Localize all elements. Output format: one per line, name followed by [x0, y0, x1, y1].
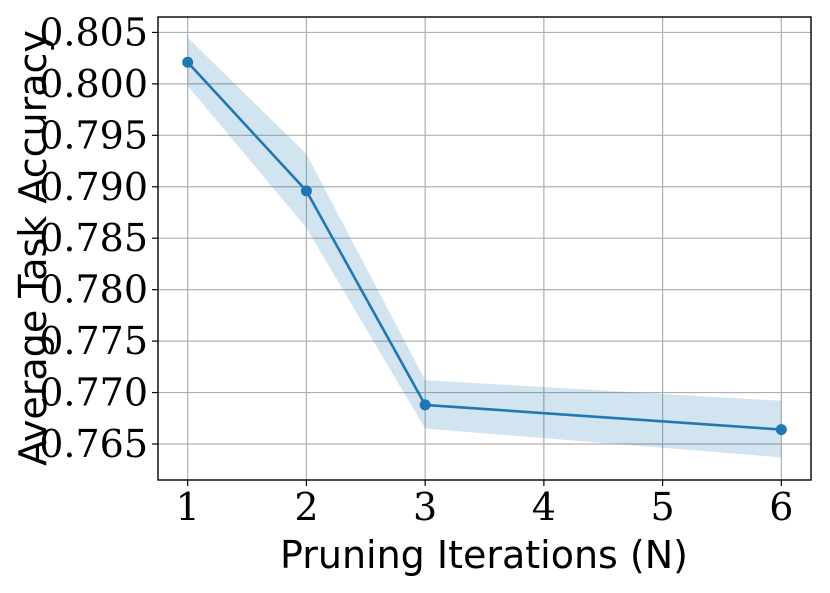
x-tick-label: 1	[176, 485, 200, 529]
data-point	[419, 399, 431, 411]
x-tick-label: 4	[532, 485, 556, 529]
data-point	[300, 185, 312, 197]
y-tick-label: 0.795	[39, 113, 148, 157]
y-tick-label: 0.780	[39, 268, 148, 312]
y-axis-title: Average Task Accuracy	[11, 30, 55, 466]
grid-lines	[158, 17, 811, 480]
y-tick-label: 0.775	[39, 319, 148, 363]
x-tick-label: 5	[650, 485, 674, 529]
x-tick-label: 6	[769, 485, 793, 529]
y-tick-label: 0.770	[39, 371, 148, 415]
x-axis-title: Pruning Iterations (N)	[280, 533, 688, 577]
y-tick-labels: 0.765 0.770 0.775 0.780 0.785 0.790 0.795 0.800…	[39, 10, 158, 466]
plot-frame	[157, 16, 812, 481]
data-point	[182, 56, 194, 68]
series-line	[186, 61, 782, 431]
confidence-band-layer	[187, 37, 782, 458]
x-tick-labels: 1 2 3 4 5 6	[176, 480, 793, 529]
y-tick-label: 0.765	[39, 422, 148, 466]
data-point	[775, 424, 787, 436]
y-tick-label: 0.800	[39, 62, 148, 106]
x-tick-label: 2	[294, 485, 318, 529]
y-tick-label: 0.785	[39, 216, 148, 260]
confidence-band	[187, 37, 782, 458]
y-tick-label: 0.805	[39, 10, 148, 54]
series-layer	[182, 56, 787, 436]
x-tick-label: 3	[413, 485, 437, 529]
y-tick-label: 0.790	[39, 165, 148, 209]
